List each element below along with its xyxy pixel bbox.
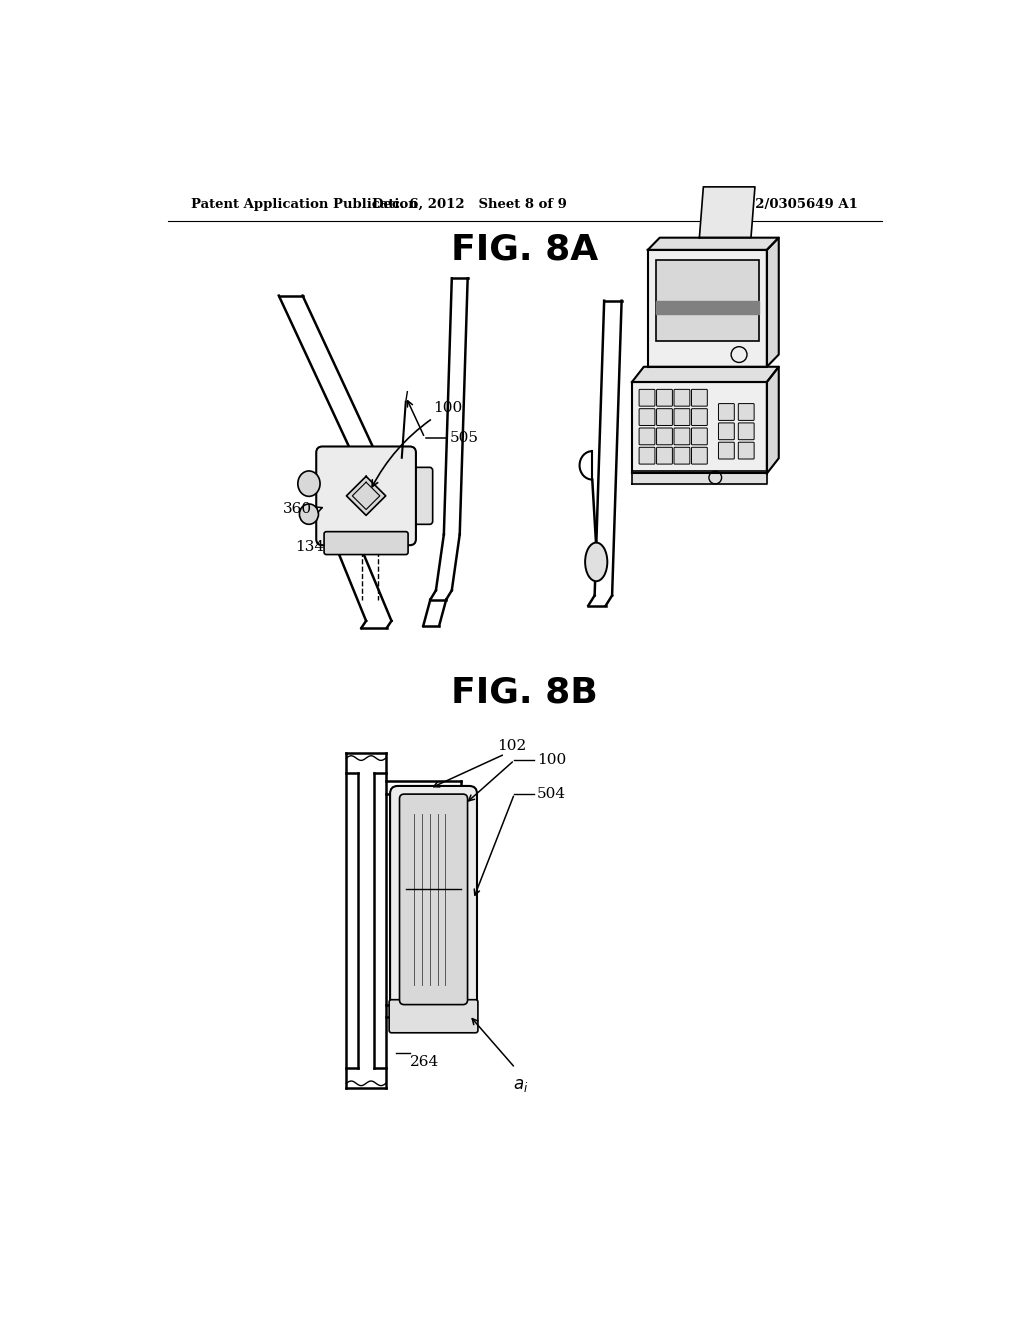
FancyBboxPatch shape [691, 447, 708, 465]
FancyBboxPatch shape [656, 428, 673, 445]
FancyBboxPatch shape [691, 428, 708, 445]
Text: Dec. 6, 2012   Sheet 8 of 9: Dec. 6, 2012 Sheet 8 of 9 [372, 198, 566, 211]
FancyBboxPatch shape [691, 389, 708, 407]
Ellipse shape [299, 504, 318, 524]
FancyBboxPatch shape [719, 422, 734, 440]
FancyBboxPatch shape [316, 446, 416, 545]
FancyBboxPatch shape [389, 999, 478, 1032]
Text: FIG. 8A: FIG. 8A [452, 232, 598, 267]
FancyBboxPatch shape [674, 409, 690, 425]
Polygon shape [699, 187, 755, 238]
FancyBboxPatch shape [639, 447, 655, 465]
FancyBboxPatch shape [324, 532, 409, 554]
Polygon shape [767, 238, 778, 367]
FancyBboxPatch shape [639, 409, 655, 425]
Polygon shape [632, 471, 767, 483]
Text: 100: 100 [372, 401, 463, 487]
FancyBboxPatch shape [639, 428, 655, 445]
FancyBboxPatch shape [738, 422, 754, 440]
FancyBboxPatch shape [402, 467, 433, 524]
FancyBboxPatch shape [674, 428, 690, 445]
FancyBboxPatch shape [719, 442, 734, 459]
FancyBboxPatch shape [399, 795, 468, 1005]
FancyBboxPatch shape [738, 442, 754, 459]
FancyBboxPatch shape [656, 447, 673, 465]
Text: 360: 360 [283, 502, 312, 516]
Polygon shape [648, 249, 767, 367]
Polygon shape [767, 367, 778, 474]
Ellipse shape [298, 471, 321, 496]
Text: 102: 102 [497, 739, 526, 752]
Text: 505: 505 [451, 430, 479, 445]
FancyBboxPatch shape [674, 389, 690, 407]
Text: $a_i$: $a_i$ [513, 1077, 528, 1094]
FancyBboxPatch shape [639, 389, 655, 407]
Polygon shape [346, 477, 386, 515]
Text: FIG. 8B: FIG. 8B [452, 675, 598, 709]
FancyBboxPatch shape [691, 409, 708, 425]
Text: Patent Application Publication: Patent Application Publication [191, 198, 418, 211]
FancyBboxPatch shape [738, 404, 754, 420]
FancyBboxPatch shape [390, 785, 477, 1012]
Text: 264: 264 [410, 1055, 439, 1069]
Text: 1348: 1348 [295, 540, 334, 553]
Polygon shape [632, 367, 778, 381]
FancyBboxPatch shape [656, 389, 673, 407]
FancyBboxPatch shape [655, 260, 759, 342]
Text: 504: 504 [537, 787, 566, 801]
FancyBboxPatch shape [719, 404, 734, 420]
FancyBboxPatch shape [656, 409, 673, 425]
Polygon shape [648, 238, 778, 249]
Polygon shape [632, 381, 767, 474]
FancyBboxPatch shape [674, 447, 690, 465]
Text: US 2012/0305649 A1: US 2012/0305649 A1 [702, 198, 858, 211]
Text: 100: 100 [537, 754, 566, 767]
Ellipse shape [585, 543, 607, 581]
